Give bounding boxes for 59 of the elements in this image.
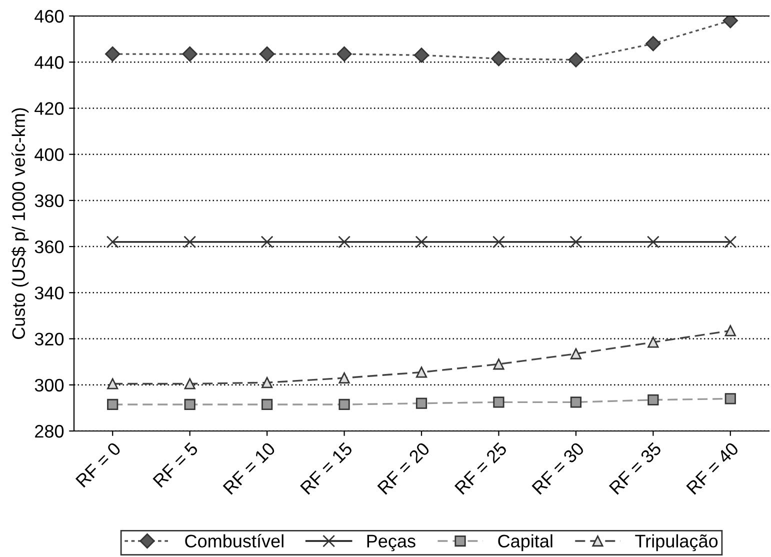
point [107,378,118,390]
y-tick-label: 400 [34,148,64,162]
y-tick-label: 380 [34,194,64,208]
point [184,236,196,248]
legend-label: Capital [498,534,552,552]
y-tick-label: 440 [34,56,64,69]
point [570,396,582,408]
x-tick-label: RF = 10 [222,442,276,495]
point [491,51,506,66]
y-tick-label: 300 [34,378,64,392]
point [336,46,352,62]
y-axis-title: Custo (US$ p/ 1000 veíc-km) [11,108,29,339]
point [338,236,351,248]
point [338,398,350,410]
y-tick-label: 460 [34,10,64,23]
point [416,398,428,409]
point [648,336,659,348]
y-tick-label: 280 [35,424,64,438]
point [338,372,350,384]
point [415,236,428,248]
point [570,348,582,360]
point [570,236,582,248]
y-tick-label: 360 [34,240,64,254]
point [259,46,275,62]
legend-label: Tripulação [635,534,718,552]
point [262,398,273,410]
x-tick-label: RF = 30 [532,442,585,495]
y-tick-label: 320 [34,332,64,346]
point [105,46,120,62]
point [182,46,198,62]
point [646,236,660,248]
point [260,236,274,248]
point [184,378,196,390]
point [493,358,504,370]
x-tick-label: RF = 5 [152,442,199,488]
point [724,236,737,248]
x-tick-label: RF = 40 [686,442,740,495]
point [107,398,118,410]
y-tick-label: 340 [34,286,64,300]
y-tick-label: 420 [34,102,64,115]
legend-label: Combustível [185,534,284,548]
point [724,325,736,336]
x-tick-label: RF = 0 [75,442,122,488]
point [646,36,661,52]
point [648,394,659,406]
legend-label: Peças [367,534,416,552]
point [568,52,584,68]
point [414,48,430,63]
x-tick-label: RF = 20 [377,442,430,495]
x-tick-label: RF = 25 [454,442,508,495]
point [106,236,119,248]
point [262,377,273,388]
x-tick-label: RF = 35 [608,442,662,495]
point [724,393,736,404]
x-tick-label: RF = 15 [300,442,354,495]
point [184,398,196,410]
point [493,396,504,408]
point [416,366,428,378]
point [492,236,505,248]
